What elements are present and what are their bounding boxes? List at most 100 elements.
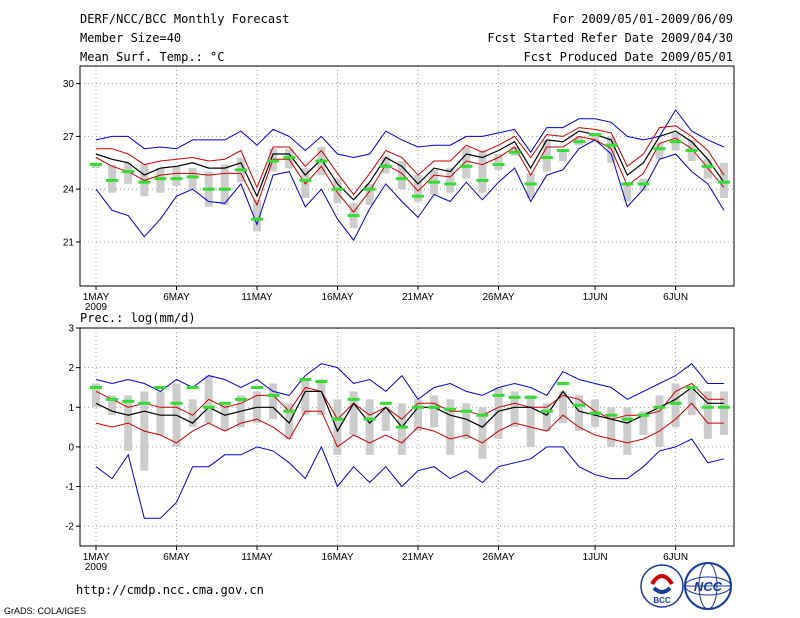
prec-spread-box <box>269 383 278 420</box>
temp-spread-box <box>365 183 374 206</box>
grads-credit: GrADS: COLA/IGES <box>4 606 86 616</box>
prec-marker <box>637 413 650 417</box>
temp-marker <box>412 194 424 198</box>
forecast-period: For 2009/05/01-2009/06/09 <box>552 12 733 26</box>
prec-marker <box>106 397 119 401</box>
prec-marker <box>701 405 714 409</box>
temp-spread-box <box>526 173 535 198</box>
prec-spread-box <box>687 387 696 416</box>
temp-ytick-label: 24 <box>63 185 75 196</box>
prec-spread-box <box>188 399 197 428</box>
temp-marker <box>669 140 682 144</box>
temp-marker <box>299 178 312 182</box>
temp-spread-box <box>703 159 712 179</box>
temp-marker <box>283 156 296 160</box>
figure-title: DERF/NCC/BCC Monthly Forecast <box>80 12 290 26</box>
prec-spread-box <box>542 403 551 432</box>
temp-marker <box>202 187 215 191</box>
prec-marker <box>90 385 102 389</box>
prec-ytick-label: -2 <box>65 522 74 533</box>
prec-max-line <box>95 363 724 401</box>
temp-frame <box>79 65 735 287</box>
temp-xtick-label: 11MAY <box>241 292 273 303</box>
temp-spread-box <box>172 166 181 186</box>
temp-spread-box <box>397 161 406 190</box>
source-url[interactable]: http://cmdp.ncc.cma.gov.cn <box>76 583 264 597</box>
prec-spread-box <box>108 395 117 416</box>
temp-marker <box>508 150 521 154</box>
member-size: Member Size=40 <box>80 31 181 45</box>
temp-marker <box>524 182 537 186</box>
temp-marker <box>476 178 489 182</box>
prec-xtick-label: 16MAY <box>321 552 353 563</box>
temp-spread-box <box>124 162 133 184</box>
temp-marker <box>154 177 167 181</box>
temp-marker <box>589 133 602 137</box>
prec-marker <box>492 393 505 397</box>
temp-min-line <box>95 139 725 242</box>
bcc-logo: BCC <box>640 564 684 608</box>
prec-marker <box>154 385 167 389</box>
ncc-logo-label: NCC <box>694 579 723 594</box>
prec-xtick-label: 21MAY <box>402 552 434 563</box>
temp-marker <box>315 159 328 163</box>
temp-marker <box>347 214 360 218</box>
prec-marker <box>234 397 247 401</box>
temp-spread-box <box>478 150 487 193</box>
prec-marker <box>685 385 698 389</box>
prec-marker <box>138 401 151 405</box>
bcc-logo-label: BCC <box>653 596 671 605</box>
prec-marker <box>573 403 585 407</box>
prec-spread-box <box>333 399 342 455</box>
temp-marker <box>251 217 263 221</box>
temp-spread-box <box>414 175 422 202</box>
prec-marker <box>540 409 553 413</box>
temp-marker <box>218 187 231 191</box>
temp-marker <box>90 163 102 167</box>
prec-xtick-label: 26MAY <box>482 552 514 563</box>
prec-xtick-label: 6MAY <box>163 552 190 563</box>
prec-spread-box <box>349 391 358 436</box>
temp-max-line <box>95 109 725 159</box>
prec-marker <box>589 411 602 415</box>
prec-marker <box>669 401 682 405</box>
temp-marker <box>492 163 505 167</box>
prec-ytick-label: 0 <box>68 442 74 453</box>
temp-marker <box>556 148 569 152</box>
prec-xtick-label: 1JUN <box>583 552 608 563</box>
prec-upper-line <box>95 382 724 421</box>
prec-spread-box <box>317 379 326 416</box>
temp-ytick-label: 27 <box>63 132 75 143</box>
temp-marker <box>685 148 698 152</box>
prec-min-line <box>95 438 725 519</box>
prec-spread-box <box>446 399 455 455</box>
prec-xtick-year: 2009 <box>85 562 108 573</box>
temp-marker <box>186 175 199 179</box>
prec-marker <box>428 405 441 409</box>
temp-marker <box>637 182 650 186</box>
temp-spread-box <box>494 154 503 170</box>
prec-mean-line <box>95 386 724 433</box>
prec-lower-line <box>95 402 724 448</box>
temp-lower-line <box>95 135 725 213</box>
prec-marker <box>267 393 280 397</box>
prec-marker <box>363 417 376 421</box>
temp-spread-box <box>156 168 165 193</box>
prec-marker <box>218 401 231 405</box>
temp-marker <box>428 180 441 184</box>
temp-spread-box <box>558 150 567 162</box>
prec-spread-box <box>365 399 374 455</box>
temp-marker <box>605 143 618 147</box>
temp-spread-box <box>719 162 728 198</box>
temp-marker <box>444 182 457 186</box>
temp-xtick-label: 21MAY <box>402 292 434 303</box>
temp-xtick-label: 6JUN <box>663 292 688 303</box>
temp-marker <box>363 187 376 191</box>
prec-ytick-label: 3 <box>68 324 74 335</box>
temp-spread-box <box>446 168 455 193</box>
prec-spread-box <box>156 391 165 436</box>
prec-frame <box>79 327 735 547</box>
temp-xtick-label: 26MAY <box>482 292 514 303</box>
